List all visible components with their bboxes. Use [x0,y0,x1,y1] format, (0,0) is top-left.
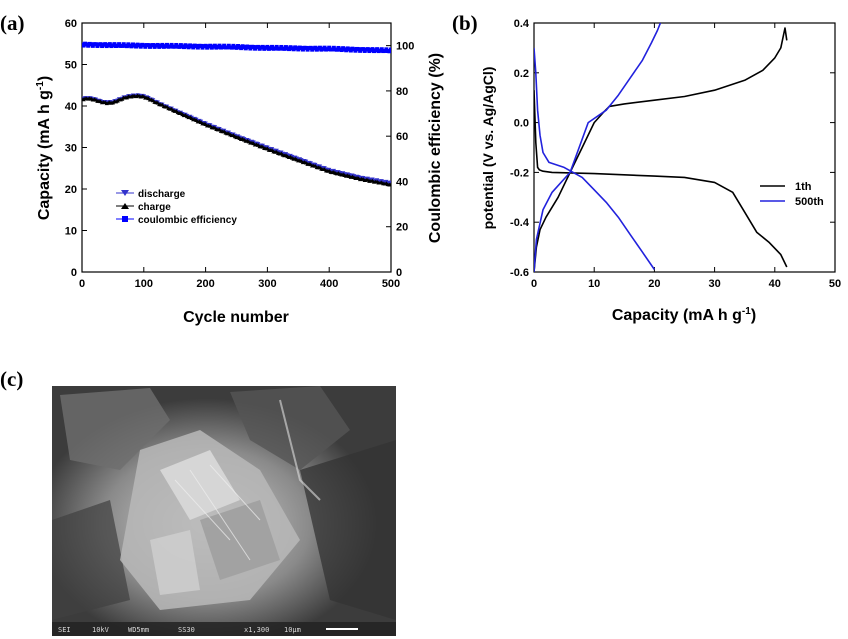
series-layer-b [534,23,788,272]
legend-label-ce: coulombic efficiency [138,215,237,226]
legend-marker-discharge [121,190,129,196]
curve-500th [534,23,662,272]
y2-tick-label-a: 60 [396,131,408,143]
sem-footer-spot: SS30 [178,626,195,634]
x-tick-label-a: 100 [135,278,153,290]
y-tick-label-a: 0 [71,267,77,279]
series-charge [82,93,391,187]
curve-1th [534,90,788,268]
legend-label-500th: 500th [795,196,824,208]
y2-axis-label-a: Coulombic efficiency (%) [427,53,444,243]
charge-point [388,182,391,186]
x-tick-label-b: 10 [588,278,600,290]
panel-label-b: (b) [452,11,478,35]
sem-footer-voltage: 10kV [92,626,110,634]
sem-footer-detector: SEI [58,626,71,634]
sem-footer-bar [52,622,396,636]
axis-ticks-a: 0 100 200 300 400 500010203040506002040608010… [65,18,415,290]
x-tick-label-b: 40 [769,278,781,290]
discharge-point [388,180,391,185]
y-tick-label-a: 30 [65,143,77,155]
ce-point [389,47,391,52]
series-1th [534,27,788,272]
y2-tick-label-a: 80 [396,86,408,98]
legend-label-1th: 1th [795,181,812,193]
y2-tick-label-a: 100 [396,41,414,53]
y-tick-label-a: 60 [65,18,77,30]
x-axis-label-a: Cycle number [183,309,289,326]
y-tick-label-b: -0.4 [510,217,530,229]
y-tick-label-b: 0.4 [514,18,530,30]
sem-image: SEI 10kV WD5mm SS30 x1,300 10μm [52,386,396,636]
y-axis-label-b: potential (V vs. Ag/AgCl) [480,67,496,230]
panel-label-c: (c) [0,367,23,391]
y-axis-label-a: Capacity (mA h g-1) [35,76,53,220]
x-tick-label-a: 0 [79,278,85,290]
x-tick-label-b: 20 [648,278,660,290]
legend-label-discharge: discharge [138,189,186,200]
axis-ticks-b: 0 10 20 30 40 50 -0.6 -0.4 -0.2 0.0 0.2 0.4 [510,18,841,290]
curve-1th [534,27,788,272]
curve-500th [534,47,656,270]
x-tick-label-b: 50 [829,278,841,290]
series-layer-a [82,41,391,187]
x-tick-label-a: 300 [258,278,276,290]
y-tick-label-b: 0.2 [514,68,529,80]
y-tick-label-b: -0.2 [510,167,529,179]
series-coulombic-efficiency [82,41,391,54]
y-tick-label-a: 10 [65,226,77,238]
y2-tick-label-a: 40 [396,176,408,188]
x-tick-label-a: 500 [382,278,400,290]
series-500th [534,23,662,272]
legend-marker-ce [122,216,128,222]
legend-b: 1th 500th [760,181,824,208]
legend-a: discharge charge coulombic efficiency [116,189,237,226]
x-tick-label-b: 30 [708,278,720,290]
chart-b: 0 10 20 30 40 50 -0.6 -0.4 -0.2 0.0 0.2 0.4 Capacit… [480,18,841,324]
x-tick-label-a: 200 [196,278,214,290]
y-tick-label-b: 0.0 [514,118,529,130]
legend-label-charge: charge [138,202,171,213]
y-tick-label-a: 20 [65,184,77,196]
chart-a: 0 100 200 300 400 500010203040506002040608010… [35,18,444,326]
x-tick-label-b: 0 [531,278,537,290]
y2-tick-label-a: 0 [396,267,402,279]
y-tick-label-a: 50 [65,60,77,72]
y2-tick-label-a: 20 [396,222,408,234]
panel-label-a: (a) [0,11,25,35]
sem-footer-mag: x1,300 [244,626,269,634]
legend-marker-charge [121,203,129,209]
sem-footer-scale-label: 10μm [284,626,301,634]
sem-footer-wd: WD5mm [128,626,149,634]
plot-frame-b [533,22,836,273]
y-tick-label-a: 40 [65,101,77,113]
x-axis-label-b: Capacity (mA h g-1) [612,306,756,324]
y-tick-label-b: -0.6 [510,267,529,279]
x-tick-label-a: 400 [320,278,338,290]
plot-frame-a [81,22,392,273]
